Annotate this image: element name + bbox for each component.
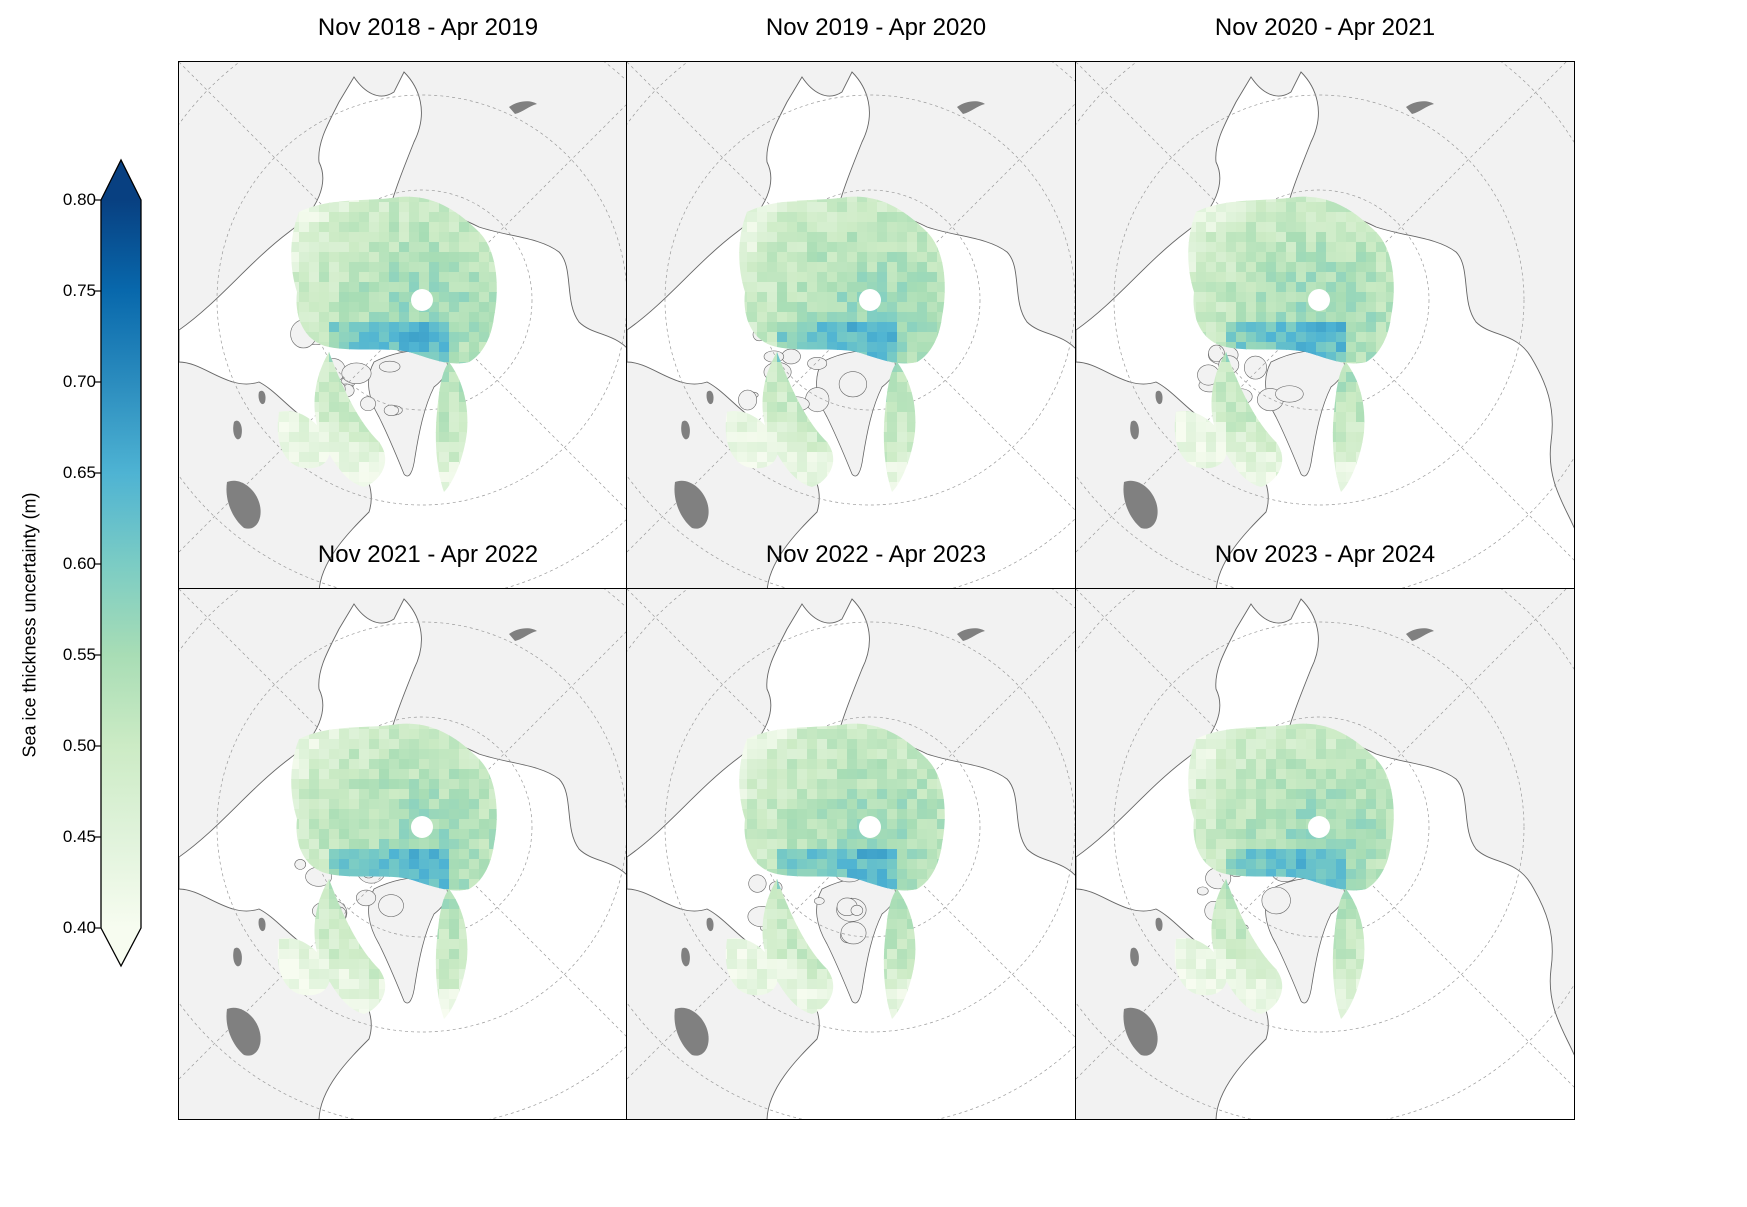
lakes bbox=[674, 628, 985, 1056]
island bbox=[838, 371, 868, 398]
island bbox=[813, 897, 825, 905]
island bbox=[1261, 886, 1291, 915]
island bbox=[840, 921, 867, 945]
lakes bbox=[1123, 101, 1434, 529]
colorbar-tick-label: 0.65 bbox=[62, 463, 96, 482]
island bbox=[360, 396, 376, 412]
arctic-map bbox=[627, 62, 1125, 592]
graticule bbox=[1076, 589, 1574, 1119]
pole-hole bbox=[1308, 289, 1330, 311]
panel-title: Nov 2022 - Apr 2023 bbox=[765, 541, 987, 568]
island bbox=[781, 348, 801, 365]
colorbar-tick-label: 0.55 bbox=[62, 645, 96, 664]
graticule bbox=[1076, 62, 1574, 592]
island bbox=[738, 389, 758, 411]
island bbox=[805, 387, 830, 413]
island bbox=[383, 404, 399, 417]
panel-title: Nov 2020 - Apr 2021 bbox=[1214, 14, 1436, 41]
colorbar-tick-label: 0.50 bbox=[62, 736, 96, 755]
lakes bbox=[1123, 628, 1434, 1056]
island bbox=[807, 356, 828, 370]
pole-hole bbox=[859, 289, 881, 311]
panel-title: Nov 2023 - Apr 2024 bbox=[1214, 541, 1436, 568]
panel-title: Nov 2018 - Apr 2019 bbox=[317, 14, 539, 41]
island bbox=[379, 360, 401, 373]
island bbox=[1243, 355, 1267, 380]
island bbox=[1275, 385, 1304, 403]
arctic-map bbox=[179, 62, 677, 592]
pole-hole bbox=[859, 816, 881, 838]
arctic-map-panel bbox=[626, 588, 1126, 1120]
colorbar-extend-max bbox=[101, 160, 141, 200]
pole-hole bbox=[411, 289, 433, 311]
island bbox=[355, 889, 377, 907]
lakes bbox=[226, 628, 537, 1056]
island bbox=[850, 904, 864, 916]
panel-title: Nov 2021 - Apr 2022 bbox=[317, 541, 539, 568]
arctic-map bbox=[179, 589, 677, 1119]
colorbar-tick-label: 0.80 bbox=[62, 190, 96, 209]
arctic-map bbox=[1076, 589, 1574, 1119]
pole-hole bbox=[1308, 816, 1330, 838]
arctic-map-panel bbox=[178, 61, 678, 593]
panel-title: Nov 2019 - Apr 2020 bbox=[765, 14, 987, 41]
island bbox=[378, 894, 404, 917]
colorbar-tick-label: 0.70 bbox=[62, 372, 96, 391]
colorbar-tick-label: 0.75 bbox=[62, 281, 96, 300]
arctic-map-panel bbox=[1075, 588, 1575, 1120]
colorbar: Sea ice thickness uncertainty (m) 0.40 0.… bbox=[0, 0, 200, 1207]
colorbar-tick-label: 0.60 bbox=[62, 554, 96, 573]
island bbox=[748, 874, 767, 893]
colorbar-tick-label: 0.40 bbox=[62, 918, 96, 937]
colorbar-tick-label: 0.45 bbox=[62, 827, 96, 846]
lakes bbox=[674, 101, 985, 529]
arctic-map bbox=[1076, 62, 1574, 592]
island bbox=[1196, 886, 1209, 896]
arctic-map-panel bbox=[178, 588, 678, 1120]
arctic-map bbox=[627, 589, 1125, 1119]
lakes bbox=[226, 101, 537, 529]
colorbar-scale bbox=[95, 158, 142, 968]
arctic-map-panel bbox=[626, 61, 1126, 593]
island bbox=[294, 859, 307, 870]
colorbar-extend-min bbox=[101, 928, 141, 966]
arctic-map-panel bbox=[1075, 61, 1575, 593]
pole-hole bbox=[411, 816, 433, 838]
island bbox=[341, 362, 372, 385]
